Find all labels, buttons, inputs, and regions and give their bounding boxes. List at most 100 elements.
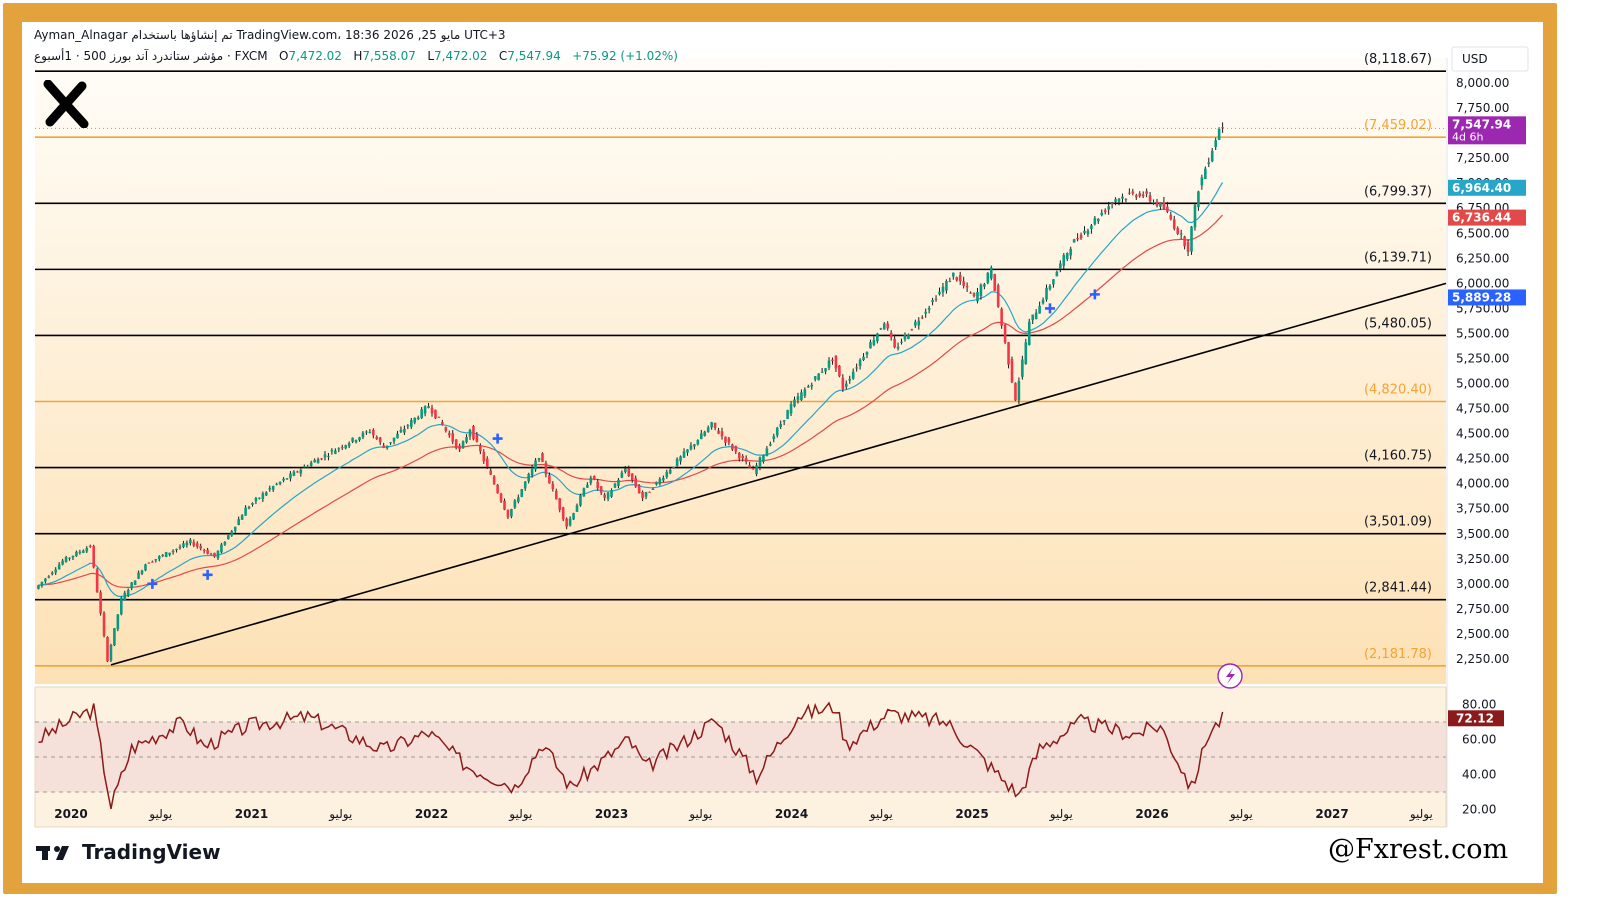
- chart-author-line: Ayman_Alnagar تم إنشاؤها باستخدام Tradin…: [34, 28, 506, 42]
- fib-level-label-4: (5,480.05): [1364, 316, 1432, 331]
- candle-body: [983, 284, 986, 287]
- y-tick-label-15: 6,000.00: [1456, 276, 1509, 290]
- candle-body: [337, 448, 341, 450]
- y-tick-label-16: 6,250.00: [1456, 251, 1509, 265]
- candle-body: [1103, 210, 1107, 213]
- support-trendline: [110, 282, 1447, 666]
- candle-body: [969, 292, 972, 294]
- candle-body: [786, 410, 789, 419]
- fxrest-watermark: @Fxrest.com: [1328, 834, 1509, 865]
- candle-body: [945, 281, 948, 291]
- tradingview-icon: [36, 846, 69, 860]
- candle-body: [641, 491, 644, 499]
- rsi-tick-label-3: 80.00: [1462, 698, 1496, 712]
- candle-body: [917, 320, 921, 326]
- candle-body: [237, 519, 240, 525]
- candle-body: [137, 572, 140, 579]
- candle-body: [1204, 168, 1207, 179]
- candle-body: [931, 300, 934, 303]
- candle-body: [140, 570, 144, 574]
- y-tick-label-8: 4,250.00: [1456, 452, 1509, 466]
- candle-body: [54, 569, 58, 573]
- candle-body: [71, 555, 75, 558]
- y-tick-label-20: 7,250.00: [1456, 151, 1509, 165]
- tradingview-logo[interactable]: TradingView: [36, 840, 221, 864]
- candle-body: [1176, 228, 1180, 234]
- y-tick-label-12: 5,250.00: [1456, 351, 1509, 365]
- fib-level-label-7: (3,501.09): [1364, 515, 1432, 530]
- candle-body: [206, 549, 209, 554]
- candle-body: [268, 488, 272, 490]
- candle-body: [220, 544, 223, 553]
- candle-body: [586, 484, 589, 488]
- y-tick-label-17: 6,500.00: [1456, 226, 1509, 240]
- candle-body: [133, 580, 137, 586]
- candle-body: [444, 426, 448, 431]
- candle-body: [1207, 162, 1211, 164]
- candle-body: [1148, 195, 1152, 202]
- candle-body: [313, 460, 316, 463]
- rsi-tick-label-0: 20.00: [1462, 803, 1496, 817]
- candle-body: [865, 352, 869, 355]
- candle-body: [1048, 285, 1052, 290]
- candle-body: [1114, 199, 1117, 202]
- open-value: 7,472.02: [288, 49, 342, 63]
- candle-body: [734, 446, 738, 452]
- cross-marker-1: [202, 569, 213, 580]
- candle-body: [1197, 191, 1200, 208]
- candle-body: [420, 409, 423, 419]
- candle-body: [1186, 241, 1190, 252]
- candle-body: [365, 431, 368, 433]
- y-tick-label-4: 3,250.00: [1456, 552, 1509, 566]
- candle-body: [534, 460, 537, 470]
- candle-body: [572, 513, 575, 520]
- candle-body: [765, 448, 769, 457]
- candle-body: [368, 431, 372, 433]
- candle-body: [1169, 214, 1173, 220]
- y-tick-label-7: 4,000.00: [1456, 477, 1509, 491]
- candle-body: [520, 489, 524, 497]
- candle-body: [568, 518, 572, 526]
- candle-body: [693, 444, 696, 447]
- candle-body: [109, 644, 113, 661]
- candle-body: [741, 456, 745, 459]
- candle-body: [793, 399, 796, 407]
- candle-body: [40, 581, 44, 586]
- candle-body: [392, 437, 396, 442]
- candle-body: [989, 267, 993, 279]
- candle-body: [154, 559, 158, 561]
- fib-level-label-6: (4,160.75): [1364, 449, 1432, 464]
- currency-label: USD: [1462, 52, 1488, 66]
- candle-body: [841, 377, 845, 389]
- symbol-label[interactable]: مؤشر ستاندرد آند بورز 500 · 1أسبوع · FXC…: [34, 49, 268, 63]
- candle-body: [458, 445, 461, 450]
- candle-body: [64, 557, 68, 563]
- x-tick-label-10: 2025: [955, 807, 988, 821]
- candle-body: [603, 494, 606, 498]
- cross-marker-0: [147, 578, 158, 589]
- fib-level-label-3: (6,139.71): [1364, 250, 1432, 265]
- candle-body: [265, 492, 268, 496]
- candle-body: [624, 468, 627, 473]
- candle-body: [952, 272, 955, 277]
- candle-body: [403, 428, 406, 433]
- candle-body: [372, 429, 375, 436]
- candle-body: [296, 471, 299, 473]
- candle-body: [499, 493, 503, 502]
- y-tick-label-5: 3,500.00: [1456, 527, 1509, 541]
- candle-body: [430, 407, 434, 414]
- candle-body: [223, 542, 227, 545]
- candle-body: [503, 500, 506, 510]
- candle-body: [1159, 203, 1162, 207]
- cross-marker-4: [1089, 289, 1100, 300]
- candle-body: [993, 273, 997, 291]
- candle-body: [1000, 308, 1003, 326]
- candle-body: [824, 368, 827, 372]
- price-chart[interactable]: (8,118.67) (7,459.02) (6,799.37) (6,139.71)…: [22, 22, 1543, 883]
- candle-body: [844, 383, 848, 387]
- candle-body: [886, 323, 890, 329]
- cross-marker-2: [492, 433, 503, 444]
- y-tick-label-22: 7,750.00: [1456, 101, 1509, 115]
- x-tick-label-1: يوليو: [148, 807, 172, 822]
- candle-body: [334, 450, 337, 454]
